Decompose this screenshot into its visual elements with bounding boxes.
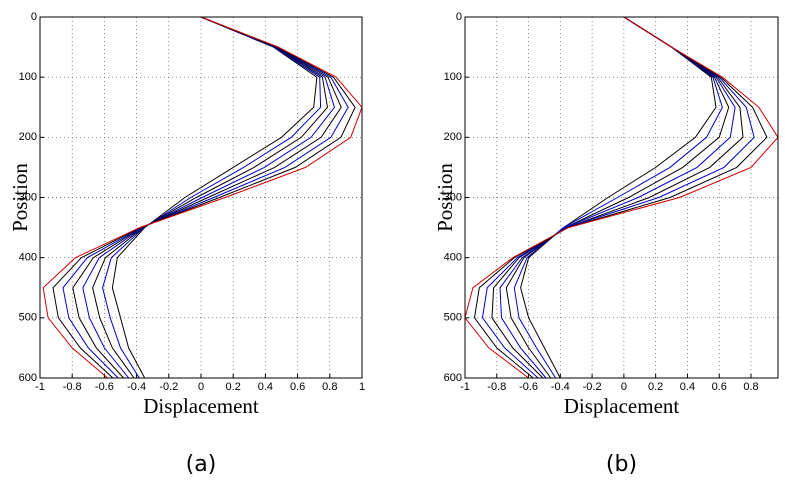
y-tick-label: 100 bbox=[444, 71, 462, 83]
y-tick-label: 600 bbox=[19, 372, 37, 384]
x-tick-label: -0.4 bbox=[127, 381, 146, 393]
data-line bbox=[481, 16, 755, 379]
x-tick-label: 1 bbox=[359, 381, 365, 393]
data-line bbox=[520, 16, 717, 379]
x-tick-label: 0.2 bbox=[226, 381, 241, 393]
y-tick-label: 300 bbox=[444, 191, 462, 203]
y-tick-label: 0 bbox=[456, 11, 462, 23]
y-tick-label: 200 bbox=[19, 131, 37, 143]
y-tick-label: 500 bbox=[444, 312, 462, 324]
caption: (b) bbox=[606, 452, 637, 477]
data-line bbox=[491, 16, 744, 379]
y-tick-label: 500 bbox=[19, 312, 37, 324]
x-tick-label: 0.2 bbox=[648, 381, 663, 393]
y-tick-label: 300 bbox=[19, 191, 37, 203]
x-tick-label: 0.4 bbox=[258, 381, 273, 393]
x-tick-label: 0.8 bbox=[743, 381, 758, 393]
y-tick-label: 0 bbox=[31, 11, 37, 23]
data-line bbox=[72, 16, 342, 379]
y-tick-label: 200 bbox=[444, 131, 462, 143]
x-axis-label: Displacement bbox=[143, 394, 259, 418]
data-line bbox=[473, 16, 768, 379]
y-axis-label: Position bbox=[8, 163, 32, 232]
y-tick-label: 400 bbox=[19, 252, 37, 264]
axes-frame bbox=[39, 16, 363, 379]
x-tick-label: -0.8 bbox=[487, 381, 506, 393]
x-tick-label: 0 bbox=[621, 381, 627, 393]
x-tick-label: -0.8 bbox=[63, 381, 82, 393]
x-tick-label: 0.6 bbox=[712, 381, 727, 393]
x-tick-label: 0.6 bbox=[290, 381, 305, 393]
x-tick-label: 0.4 bbox=[680, 381, 695, 393]
y-tick-label: 400 bbox=[444, 252, 462, 264]
y-tick-label: 600 bbox=[444, 372, 462, 384]
x-tick-label: -0.2 bbox=[159, 381, 178, 393]
data-line bbox=[111, 16, 318, 379]
x-tick-label: -0.6 bbox=[95, 381, 114, 393]
caption: (a) bbox=[186, 452, 217, 477]
y-tick-label: 100 bbox=[19, 71, 37, 83]
data-line bbox=[82, 16, 336, 379]
x-tick-label: -0.2 bbox=[583, 381, 602, 393]
y-axis-label: Position bbox=[433, 163, 457, 232]
x-tick-label: -1 bbox=[460, 381, 470, 393]
x-axis-label: Displacement bbox=[564, 394, 680, 418]
data-line bbox=[499, 16, 736, 379]
x-tick-label: 0.8 bbox=[322, 381, 337, 393]
data-line bbox=[52, 16, 356, 379]
data-line bbox=[102, 16, 322, 379]
data-line bbox=[92, 16, 329, 379]
data-line bbox=[513, 16, 723, 379]
x-tick-label: 0 bbox=[198, 381, 204, 393]
data-line bbox=[42, 16, 363, 379]
x-tick-label: -0.6 bbox=[519, 381, 538, 393]
x-tick-label: -0.4 bbox=[551, 381, 570, 393]
data-line bbox=[62, 16, 349, 379]
data-line bbox=[505, 16, 730, 379]
axes-frame bbox=[464, 16, 779, 379]
x-tick-label: -1 bbox=[35, 381, 45, 393]
